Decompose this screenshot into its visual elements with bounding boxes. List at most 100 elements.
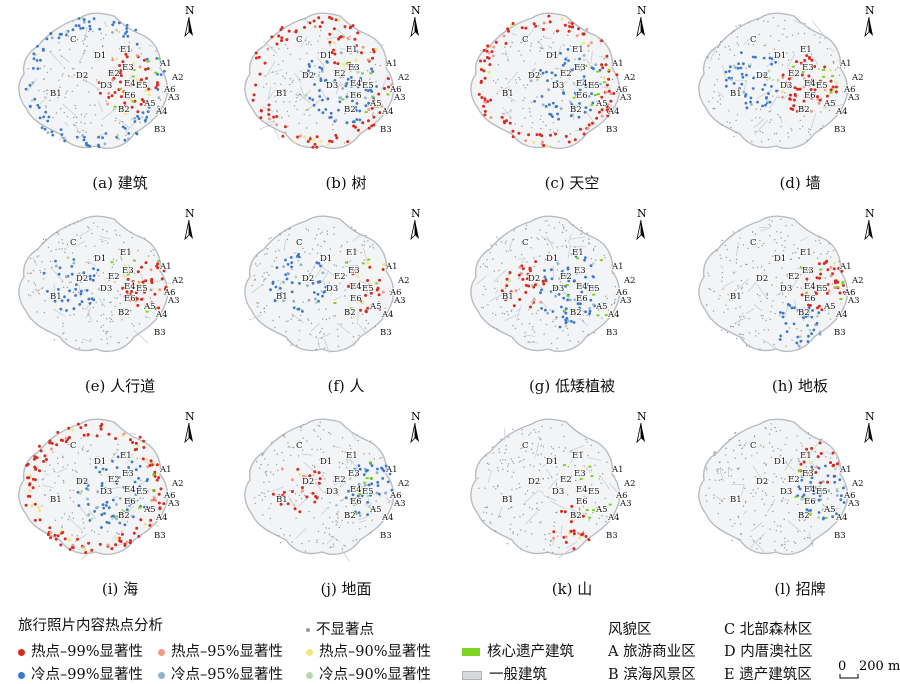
not-sig-point — [736, 114, 739, 116]
cold-point — [346, 77, 350, 81]
hot-point — [263, 61, 267, 65]
north-label: N — [185, 4, 195, 17]
not-sig-point — [314, 65, 316, 67]
zone-label-b3: B3 — [380, 328, 392, 338]
not-sig-point — [543, 548, 545, 551]
not-sig-point — [614, 286, 617, 288]
hot-point — [110, 94, 114, 98]
not-sig-point — [58, 233, 60, 235]
not-sig-point — [515, 488, 518, 490]
hot-point — [154, 498, 158, 502]
not-sig-point — [66, 116, 68, 118]
cold-point — [550, 268, 553, 272]
not-sig-point — [300, 94, 302, 96]
not-sig-point — [62, 333, 64, 335]
cold-point — [779, 311, 782, 314]
hot-point — [577, 532, 581, 535]
not-sig-point — [548, 533, 550, 535]
not-sig-point — [101, 124, 103, 127]
not-sig-point — [321, 337, 323, 339]
hot-point — [836, 280, 840, 284]
not-sig-point — [751, 140, 753, 143]
zone-label-a4: A4 — [835, 310, 848, 320]
zone-label-a1: A1 — [839, 262, 852, 272]
not-sig-point — [561, 231, 564, 234]
not-sig-point — [772, 300, 774, 302]
not-sig-point — [76, 84, 79, 87]
not-sig-point — [306, 318, 309, 320]
cold-point — [134, 493, 138, 496]
cold-point — [71, 28, 75, 32]
not-sig-point — [44, 268, 46, 270]
hot-point — [609, 99, 613, 103]
general-building-line — [546, 236, 555, 250]
hot-point — [519, 272, 523, 275]
hot-point — [569, 520, 573, 524]
not-sig-point — [768, 442, 771, 444]
not-sig-point — [523, 84, 525, 87]
hot-point — [313, 142, 317, 146]
hot-point — [818, 441, 822, 445]
cold-point — [57, 288, 60, 291]
not-sig-point — [795, 96, 798, 98]
not-sig-point — [530, 247, 532, 249]
heritage-building — [349, 282, 353, 285]
not-sig-point — [82, 522, 85, 524]
cold-point — [357, 464, 361, 467]
hot-point — [251, 98, 255, 102]
zone-label-e2: E2 — [560, 69, 572, 79]
hot-point — [797, 109, 801, 113]
not-sig-point — [519, 486, 521, 489]
cold-point — [79, 292, 83, 296]
hot-point — [508, 271, 512, 274]
not-sig-point — [601, 317, 603, 319]
not-sig-point — [349, 444, 351, 447]
not-sig-point — [276, 109, 278, 112]
not-sig-point — [262, 284, 264, 286]
general-building-line — [314, 264, 324, 279]
not-sig-point — [511, 476, 513, 478]
not-sig-point — [512, 471, 515, 473]
not-sig-point — [139, 121, 141, 124]
north-arrow-icon: N — [410, 410, 421, 444]
hot-point — [361, 45, 365, 49]
heritage-building — [333, 302, 337, 305]
not-sig-point — [549, 544, 551, 546]
cold-point — [358, 514, 362, 517]
not-sig-point — [131, 236, 133, 239]
not-sig-point — [320, 448, 322, 450]
not-sig-point — [786, 52, 788, 54]
cold-point — [45, 37, 49, 41]
general-building-line — [787, 520, 802, 533]
hot-point — [793, 92, 797, 96]
not-sig-point — [536, 507, 538, 510]
not-sig-point — [261, 454, 263, 456]
cold-point — [30, 99, 34, 102]
cold-point — [320, 69, 324, 73]
not-sig-point — [601, 515, 603, 517]
hot-point — [141, 280, 145, 284]
not-sig-point — [524, 331, 526, 334]
not-sig-point — [304, 550, 307, 552]
not-sig-point — [340, 323, 342, 325]
cold-point — [320, 67, 324, 71]
not-sig-point — [321, 231, 323, 233]
not-sig-point — [153, 254, 155, 256]
zone-label-a5: A5 — [595, 99, 608, 109]
heritage-building — [122, 510, 126, 513]
general-building-line — [587, 457, 602, 461]
hot-point — [64, 436, 68, 440]
not-sig-point — [721, 276, 723, 278]
hot-point — [124, 52, 128, 56]
heritage-building — [352, 503, 356, 506]
not-sig-point — [733, 30, 735, 33]
not-sig-point — [111, 266, 114, 268]
hot-point — [68, 547, 72, 551]
hot-point — [48, 526, 52, 530]
cold-point — [325, 60, 329, 63]
cold-point — [724, 78, 728, 82]
cold-point — [748, 63, 752, 66]
not-sig-point — [100, 326, 103, 328]
hot-point — [584, 535, 588, 538]
